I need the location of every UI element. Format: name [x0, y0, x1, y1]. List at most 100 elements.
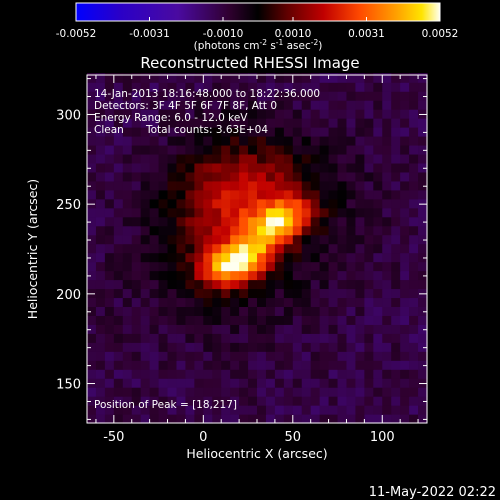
heatmap-cell: [346, 144, 357, 155]
heatmap-cell: [122, 100, 133, 110]
heatmap-cell: [409, 351, 419, 361]
heatmap-cell: [319, 198, 330, 209]
heatmap-cell: [400, 180, 410, 191]
heatmap-cell: [221, 180, 231, 191]
heatmap-cell: [122, 171, 133, 182]
heatmap-cell: [328, 91, 339, 101]
heatmap-cell: [131, 297, 142, 307]
heatmap-cell: [373, 270, 383, 281]
heatmap-cell: [248, 82, 258, 92]
heatmap-cell: [230, 288, 240, 299]
heatmap-cell: [292, 100, 303, 110]
heatmap-cell: [140, 100, 151, 110]
heatmap-cell: [409, 207, 419, 218]
heatmap-cell: [203, 73, 213, 83]
heatmap-cell: [265, 297, 276, 307]
heatmap-cell: [212, 351, 222, 361]
heatmap-cell: [104, 396, 115, 406]
heatmap-cell: [391, 82, 401, 92]
heatmap-cell: [167, 216, 178, 227]
heatmap-cell: [292, 252, 303, 263]
heatmap-cell: [355, 153, 365, 164]
heatmap-cell: [113, 189, 124, 200]
heatmap-cell: [265, 342, 276, 352]
heatmap-cell: [373, 333, 383, 343]
heatmap-cell: [283, 171, 294, 182]
heatmap-cell: [257, 225, 267, 236]
heatmap-cell: [319, 378, 330, 388]
heatmap-cell: [95, 109, 106, 119]
heatmap-cell: [221, 100, 231, 110]
heatmap-cell: [149, 207, 160, 218]
heatmap-cell: [346, 414, 357, 424]
heatmap-cell: [194, 360, 204, 370]
heatmap-cell: [310, 288, 321, 299]
heatmap-cell: [167, 261, 178, 272]
heatmap-cell: [239, 225, 249, 236]
heatmap-cell: [274, 91, 285, 101]
heatmap-cell: [373, 288, 383, 299]
heatmap-cell: [328, 162, 339, 173]
heatmap-cell: [292, 180, 303, 191]
heatmap-cell: [310, 171, 321, 182]
heatmap-cell: [319, 109, 330, 119]
heatmap-cell: [212, 171, 222, 182]
heatmap-cell: [248, 252, 258, 263]
heatmap-cell: [122, 414, 133, 424]
heatmap-cell: [346, 378, 357, 388]
heatmap-cell: [373, 91, 383, 101]
heatmap-cell: [283, 162, 294, 173]
heatmap-cell: [158, 100, 169, 110]
heatmap-cell: [176, 171, 187, 182]
heatmap-cell: [319, 82, 330, 92]
heatmap-cell: [140, 297, 151, 307]
heatmap-cell: [274, 144, 285, 155]
heatmap-cell: [104, 207, 115, 218]
heatmap-cell: [203, 252, 213, 263]
heatmap-cell: [418, 405, 428, 415]
heatmap-cell: [337, 243, 348, 254]
heatmap-cell: [265, 135, 276, 146]
heatmap-cell: [167, 360, 178, 370]
heatmap-cell: [230, 405, 240, 415]
heatmap-cell: [409, 405, 419, 415]
heatmap-cell: [257, 405, 267, 415]
heatmap-cell: [418, 315, 428, 325]
heatmap-cell: [328, 198, 339, 209]
heatmap-cell: [212, 378, 222, 388]
heatmap-cell: [373, 315, 383, 325]
heatmap-cell: [131, 109, 142, 119]
heatmap-cell: [185, 91, 195, 101]
heatmap-cell: [176, 243, 187, 254]
heatmap-cell: [149, 306, 160, 316]
heatmap-cell: [400, 127, 410, 137]
heatmap-cell: [194, 369, 204, 379]
heatmap-cell: [265, 171, 276, 182]
heatmap-cell: [373, 387, 383, 397]
heatmap-cell: [409, 297, 419, 307]
heatmap-cell: [400, 252, 410, 263]
heatmap-cell: [239, 118, 249, 128]
heatmap-cell: [203, 153, 213, 164]
heatmap-cell: [418, 109, 428, 119]
heatmap-cell: [310, 162, 321, 173]
heatmap-cell: [400, 369, 410, 379]
heatmap-cell: [346, 234, 357, 245]
heatmap-cell: [346, 315, 357, 325]
heatmap-cell: [400, 333, 410, 343]
heatmap-cell: [391, 387, 401, 397]
heatmap-cell: [400, 279, 410, 290]
heatmap-cell: [418, 207, 428, 218]
heatmap-cell: [87, 342, 97, 352]
heatmap-cell: [409, 189, 419, 200]
heatmap-cell: [212, 252, 222, 263]
annotation-energy-range: Energy Range: 6.0 - 12.0 keV: [94, 112, 248, 124]
heatmap-cell: [158, 279, 169, 290]
heatmap-cell: [248, 162, 258, 173]
heatmap-cell: [87, 405, 97, 415]
heatmap-cell: [167, 198, 178, 209]
heatmap-cell: [221, 162, 231, 173]
heatmap-cell: [418, 162, 428, 173]
heatmap-cell: [194, 144, 204, 155]
